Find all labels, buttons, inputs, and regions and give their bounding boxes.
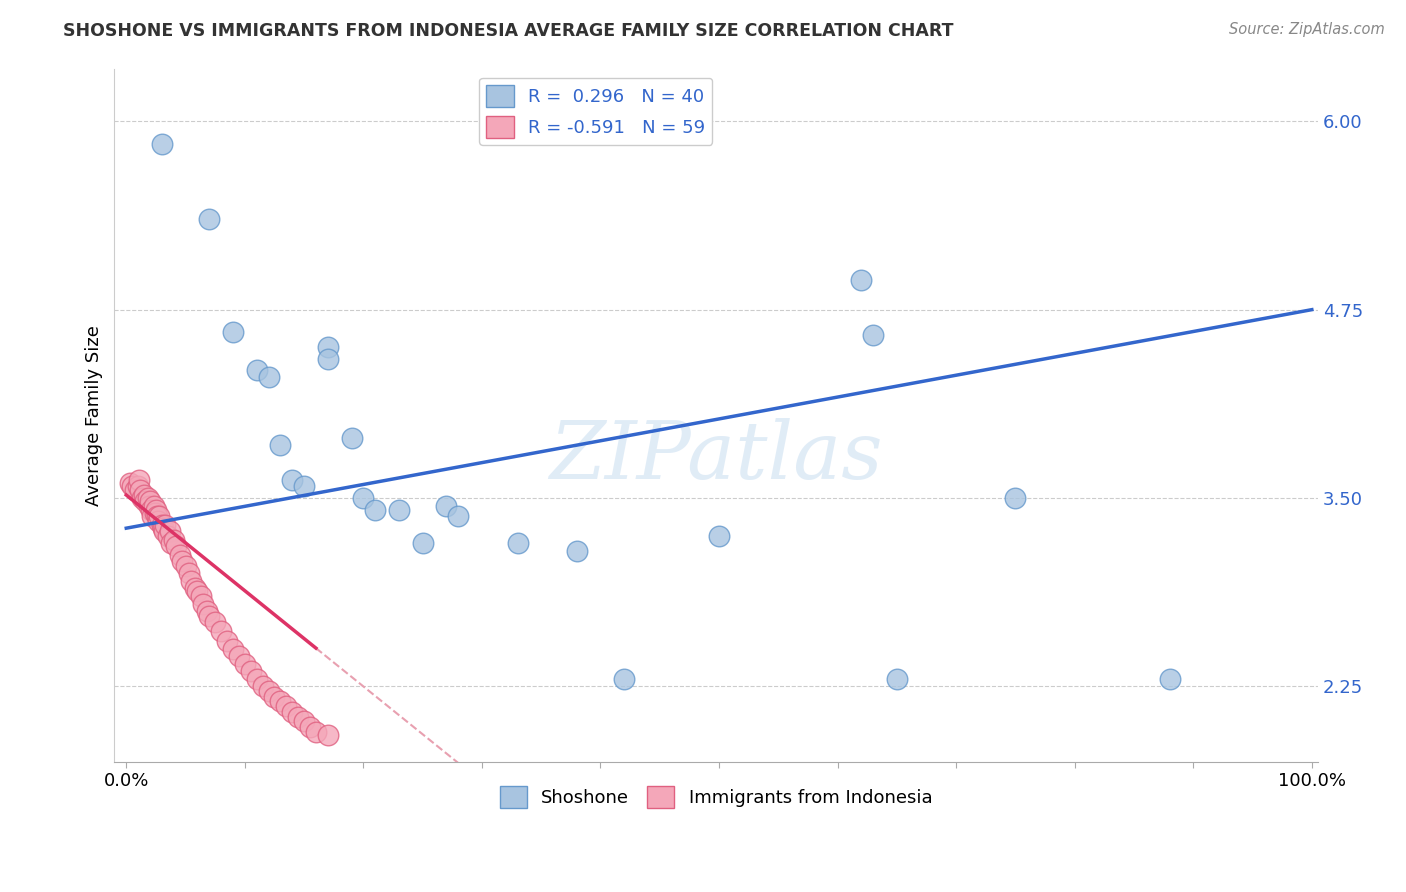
Point: [1004, 491, 1026, 505]
Point: [276, 698, 298, 713]
Point: [190, 589, 212, 603]
Point: [506, 536, 529, 550]
Point: [209, 624, 232, 638]
Point: [263, 690, 285, 704]
Point: [246, 363, 269, 377]
Point: [184, 582, 207, 596]
Point: [204, 615, 226, 629]
Point: [160, 536, 183, 550]
Point: [707, 529, 730, 543]
Point: [136, 491, 159, 505]
Point: [239, 665, 262, 679]
Point: [138, 499, 160, 513]
Point: [139, 494, 162, 508]
Point: [145, 503, 167, 517]
Point: [287, 709, 309, 723]
Point: [193, 597, 215, 611]
Point: [142, 499, 165, 513]
Point: [292, 714, 315, 728]
Point: [862, 328, 884, 343]
Point: [195, 604, 218, 618]
Point: [148, 514, 170, 528]
Point: [153, 524, 176, 539]
Point: [121, 479, 143, 493]
Text: SHOSHONE VS IMMIGRANTS FROM INDONESIA AVERAGE FAMILY SIZE CORRELATION CHART: SHOSHONE VS IMMIGRANTS FROM INDONESIA AV…: [63, 22, 953, 40]
Point: [148, 509, 170, 524]
Point: [246, 672, 269, 686]
Point: [155, 518, 177, 533]
Point: [447, 509, 470, 524]
Point: [215, 634, 238, 648]
Legend: Shoshone, Immigrants from Indonesia: Shoshone, Immigrants from Indonesia: [492, 779, 939, 815]
Text: ZIPatlas: ZIPatlas: [550, 418, 883, 495]
Point: [131, 491, 153, 505]
Point: [316, 340, 339, 354]
Point: [851, 272, 873, 286]
Point: [150, 136, 173, 151]
Point: [174, 558, 197, 573]
Point: [434, 499, 457, 513]
Point: [1159, 672, 1181, 686]
Point: [299, 720, 322, 734]
Point: [364, 503, 387, 517]
Point: [269, 438, 291, 452]
Point: [613, 672, 636, 686]
Point: [228, 649, 250, 664]
Point: [146, 509, 169, 524]
Point: [180, 574, 202, 588]
Point: [129, 483, 152, 498]
Point: [292, 479, 315, 493]
Point: [222, 325, 245, 339]
Point: [132, 488, 155, 502]
Point: [143, 506, 166, 520]
Point: [198, 212, 221, 227]
Point: [159, 524, 181, 539]
Point: [177, 566, 200, 581]
Point: [412, 536, 434, 550]
Point: [316, 728, 339, 742]
Point: [305, 724, 328, 739]
Point: [163, 533, 186, 548]
Point: [565, 543, 588, 558]
Point: [165, 539, 187, 553]
Y-axis label: Average Family Size: Average Family Size: [86, 325, 103, 506]
Point: [127, 479, 149, 493]
Point: [128, 473, 150, 487]
Point: [170, 554, 193, 568]
Point: [886, 672, 908, 686]
Point: [150, 518, 173, 533]
Point: [141, 509, 163, 524]
Point: [186, 584, 208, 599]
Point: [281, 705, 304, 719]
Point: [222, 641, 245, 656]
Point: [340, 431, 363, 445]
Point: [198, 608, 221, 623]
Point: [352, 491, 374, 505]
Point: [257, 684, 280, 698]
Point: [118, 475, 141, 490]
Point: [124, 483, 146, 498]
Point: [388, 503, 411, 517]
Point: [152, 521, 174, 535]
Point: [141, 503, 163, 517]
Point: [252, 680, 274, 694]
Text: Source: ZipAtlas.com: Source: ZipAtlas.com: [1229, 22, 1385, 37]
Point: [281, 473, 304, 487]
Point: [169, 549, 191, 563]
Point: [269, 694, 291, 708]
Point: [134, 494, 156, 508]
Point: [156, 529, 179, 543]
Point: [316, 352, 339, 367]
Point: [233, 657, 256, 671]
Point: [257, 370, 280, 384]
